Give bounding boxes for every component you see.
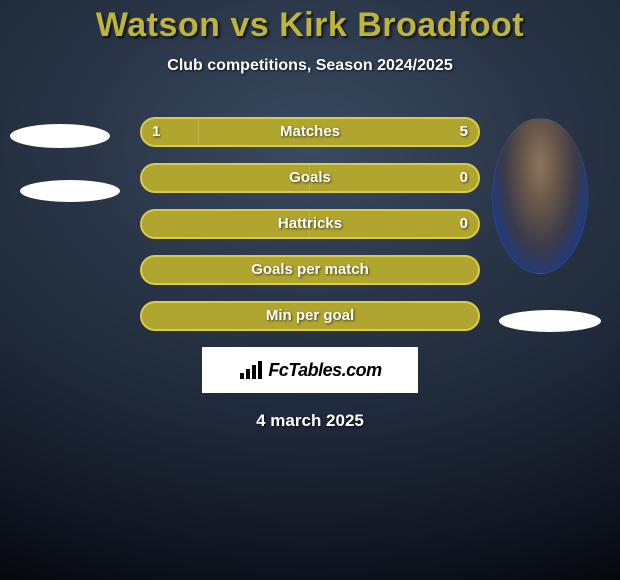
stat-right-value: 5 xyxy=(460,119,468,145)
placeholder-ellipse xyxy=(10,124,110,148)
placeholder-ellipse xyxy=(20,180,120,202)
stat-row: Min per goal xyxy=(140,301,480,331)
page-subtitle: Club competitions, Season 2024/2025 xyxy=(0,57,620,75)
bar-chart-icon xyxy=(238,359,264,381)
stat-row: Goals0 xyxy=(140,163,480,193)
placeholder-ellipse xyxy=(499,310,601,332)
stat-right-value: 0 xyxy=(460,165,468,191)
stat-label: Goals xyxy=(142,165,478,191)
content-root: Watson vs Kirk Broadfoot Club competitio… xyxy=(0,0,620,580)
stat-row: Hattricks0 xyxy=(140,209,480,239)
stat-bars: 1Matches5Goals0Hattricks0Goals per match… xyxy=(140,117,480,331)
page-title: Watson vs Kirk Broadfoot xyxy=(0,0,620,45)
stat-label: Matches xyxy=(142,119,478,145)
player-right-avatar xyxy=(492,118,588,274)
stat-label: Goals per match xyxy=(142,257,478,283)
stat-right-value: 0 xyxy=(460,211,468,237)
logo-text: FcTables.com xyxy=(268,360,381,381)
stat-row: Goals per match xyxy=(140,255,480,285)
stat-label: Hattricks xyxy=(142,211,478,237)
fctables-logo: FcTables.com xyxy=(202,347,418,393)
update-date: 4 march 2025 xyxy=(0,411,620,431)
stat-row: 1Matches5 xyxy=(140,117,480,147)
stat-label: Min per goal xyxy=(142,303,478,329)
